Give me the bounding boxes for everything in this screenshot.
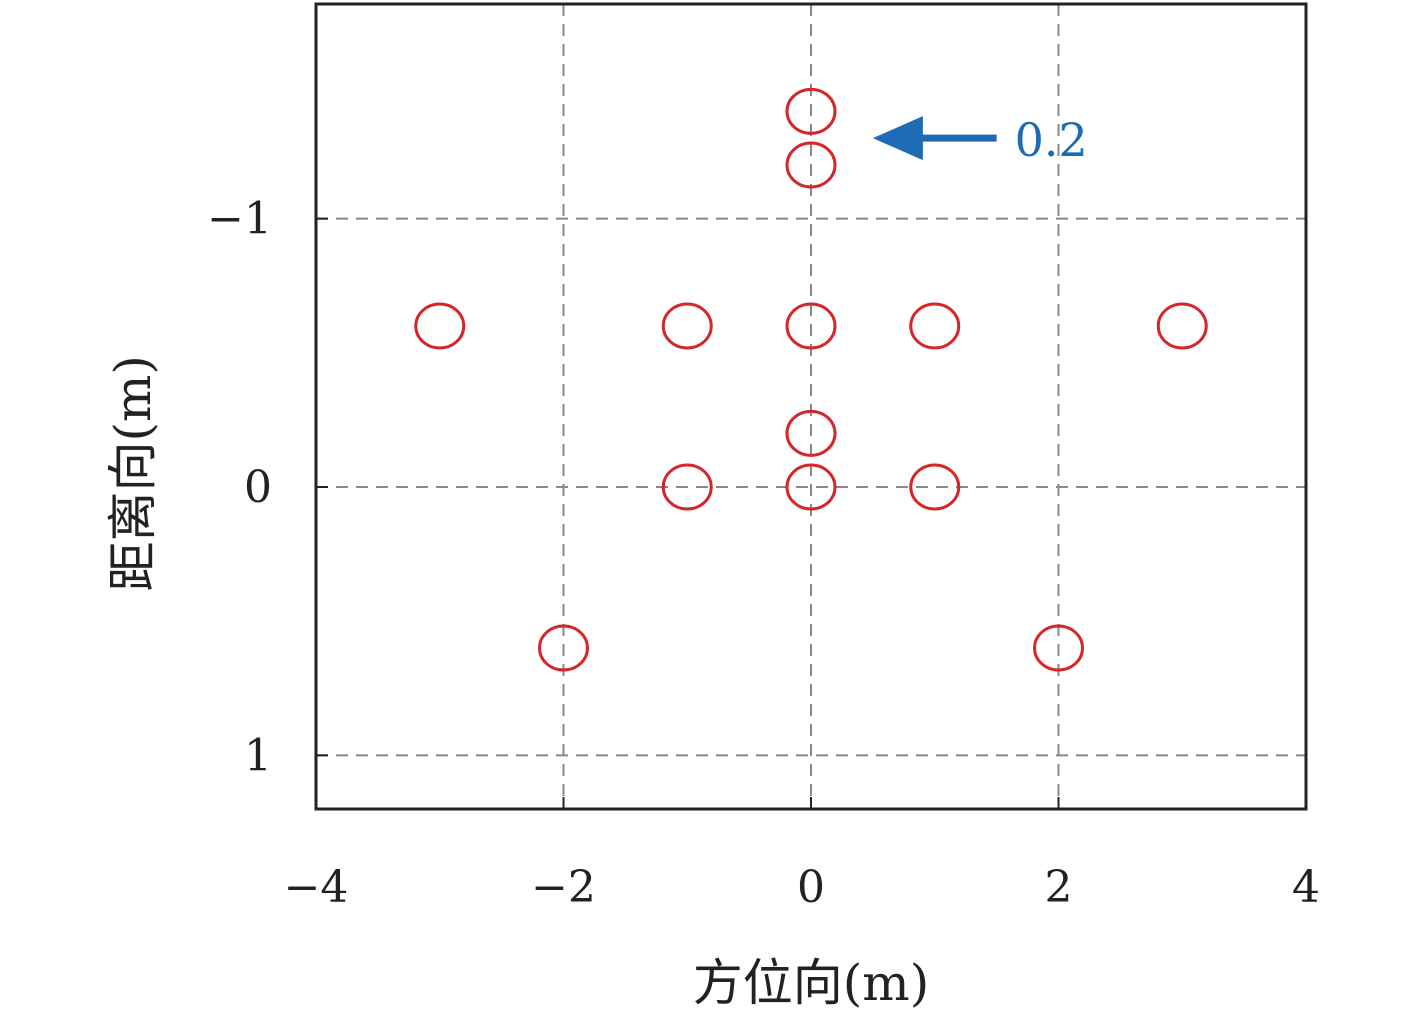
data-point: [909, 463, 961, 511]
data-point: [661, 302, 713, 350]
annotation-arrow-head: [872, 116, 923, 161]
y-tick-label: 0: [244, 462, 272, 513]
data-point: [1033, 624, 1084, 672]
data-point: [785, 409, 837, 457]
x-tick-label: −2: [531, 862, 596, 913]
data-point: [785, 87, 837, 135]
annotation-label: 0.2: [1015, 113, 1088, 167]
data-point: [414, 302, 466, 350]
x-tick-label: 2: [1045, 862, 1073, 913]
x-tick-label: −4: [284, 862, 349, 913]
data-point: [1156, 302, 1208, 350]
data-point: [538, 624, 589, 672]
data-point: [785, 141, 837, 189]
data-point: [785, 302, 837, 350]
y-tick-label: −1: [207, 194, 272, 245]
x-tick-label: 4: [1292, 862, 1320, 913]
data-point: [909, 302, 961, 350]
axis-ticks: −4 −2 0 2 4 −1 0 1: [207, 194, 1320, 913]
annotation: 0.2: [872, 113, 1088, 167]
data-point: [785, 463, 837, 511]
data-points: [414, 87, 1208, 672]
y-tick-label: 1: [244, 730, 272, 781]
y-axis-title: 距离向(m): [104, 355, 162, 591]
x-tick-label: 0: [797, 862, 825, 913]
data-point: [661, 463, 713, 511]
x-axis-title: 方位向(m): [693, 954, 929, 1012]
grid: [316, 4, 1306, 809]
